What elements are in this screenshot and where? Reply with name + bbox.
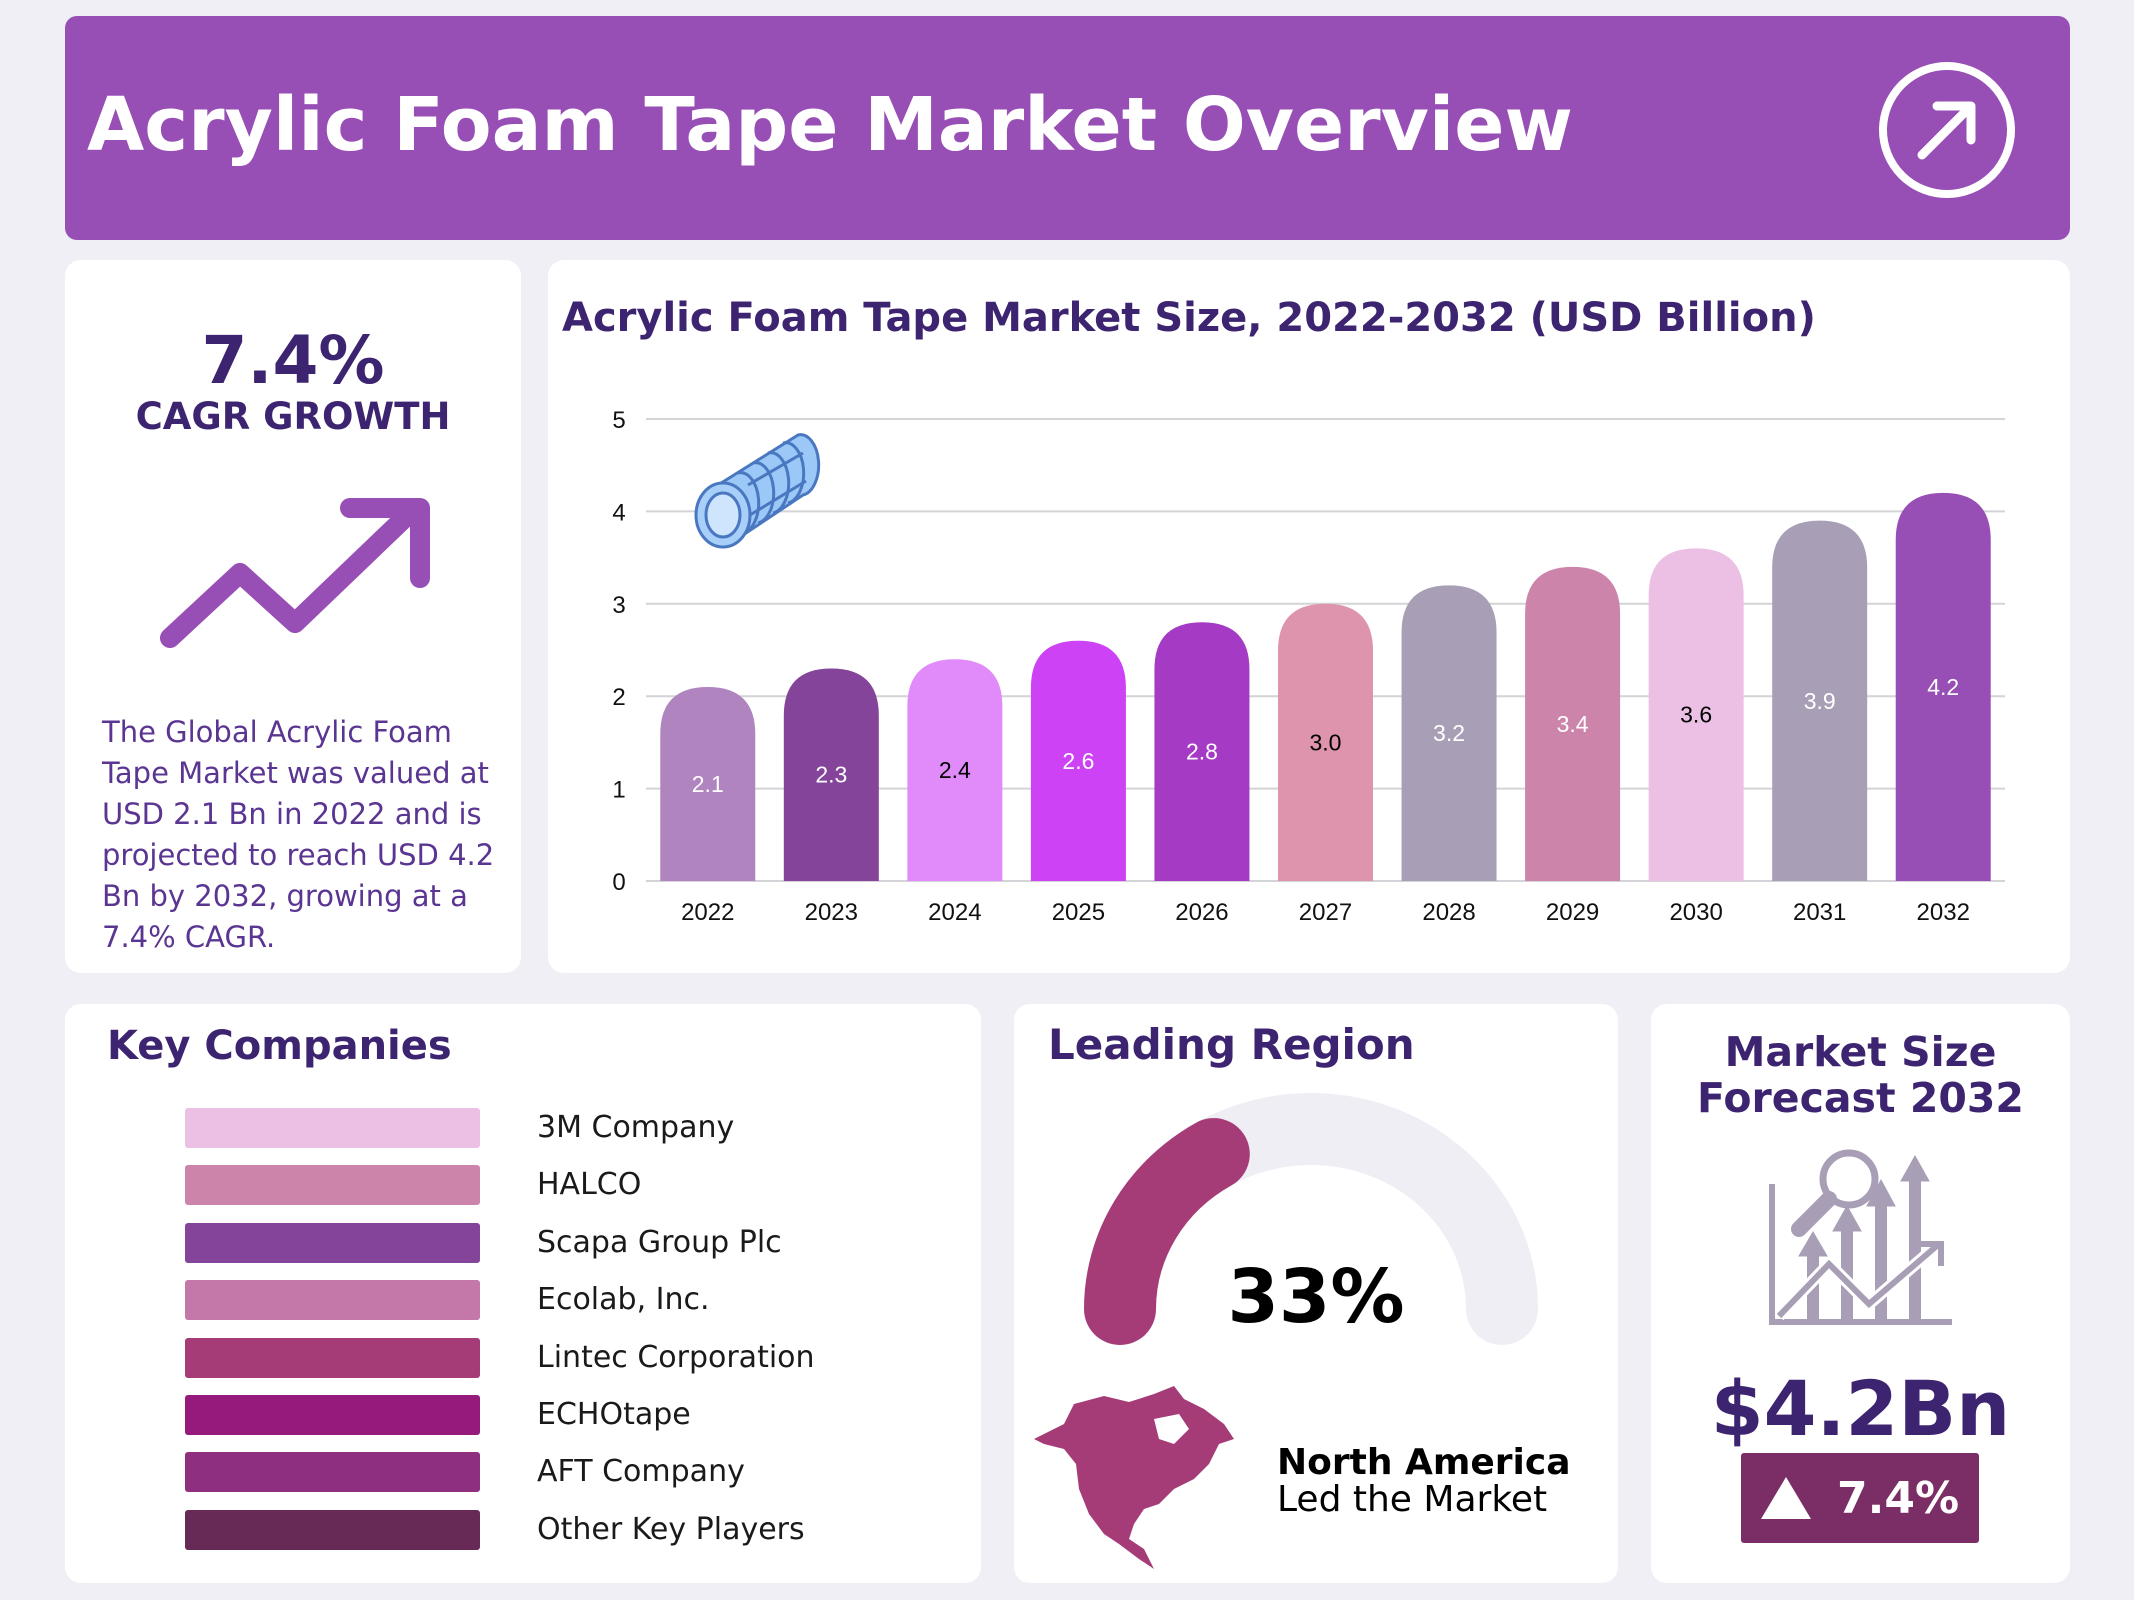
company-color-swatch — [185, 1280, 480, 1321]
growth-value: 7.4% — [1837, 1473, 1960, 1524]
region-gauge — [1084, 1093, 1538, 1345]
company-name: Ecolab, Inc. — [537, 1282, 710, 1318]
company-name: 3M Company — [537, 1110, 735, 1145]
bar-2025 — [1030, 640, 1126, 881]
bar-value-label: 2.6 — [1062, 748, 1094, 774]
companies-title: Key Companies — [107, 1023, 452, 1069]
bar-2027 — [1278, 603, 1373, 881]
forecast-title-line2: Forecast 2032 — [1697, 1074, 2024, 1122]
forecast-value: $4.2Bn — [1710, 1364, 2011, 1453]
bar-value-label: 4.2 — [1927, 674, 1959, 700]
bar-value-label: 2.3 — [815, 762, 847, 788]
bar-value-label: 3.6 — [1680, 702, 1712, 728]
gauge-fill — [1084, 1118, 1250, 1345]
trending-up-arrow-icon — [160, 498, 430, 648]
bar-value-label: 3.4 — [1557, 711, 1589, 737]
cagr-value: 7.4% — [201, 322, 385, 399]
company-color-swatch — [185, 1108, 480, 1148]
forecast-card: Market Size Forecast 2032 $4.2Bn 7.4% — [1651, 1004, 2070, 1583]
y-tick-label: 1 — [612, 777, 625, 804]
bar-value-label: 2.8 — [1186, 739, 1218, 765]
x-tick-label: 2030 — [1669, 899, 1722, 926]
bar-2029 — [1525, 566, 1621, 881]
bar-value-label: 2.4 — [939, 757, 971, 783]
region-name: North America — [1277, 1442, 1571, 1483]
bar-value-label: 3.2 — [1433, 720, 1465, 746]
company-name: Scapa Group Plc — [537, 1224, 782, 1260]
company-color-swatch — [185, 1395, 480, 1435]
bar-2032 — [1895, 492, 1991, 881]
growth-badge: 7.4% — [1741, 1453, 1979, 1543]
page-title: Acrylic Foam Tape Market Overview — [87, 82, 1573, 168]
company-name: Lintec Corporation — [537, 1339, 815, 1375]
x-tick-label: 2027 — [1299, 899, 1352, 926]
header-banner: Acrylic Foam Tape Market Overview — [65, 16, 2070, 240]
bar-2022 — [660, 686, 756, 881]
x-tick-label: 2022 — [681, 899, 734, 926]
y-tick-label: 0 — [612, 869, 625, 896]
y-tick-label: 2 — [612, 684, 625, 711]
triangle-up-icon — [1761, 1477, 1811, 1519]
company-color-swatch — [185, 1222, 480, 1263]
bar-value-label: 3.9 — [1804, 688, 1836, 714]
chart-card: Acrylic Foam Tape Market Size, 2022-2032… — [548, 260, 2070, 973]
company-name: ECHOtape — [537, 1397, 691, 1432]
company-color-swatch — [185, 1337, 480, 1378]
arrow-up-right-circle-icon[interactable] — [1877, 60, 2017, 200]
y-tick-label: 5 — [612, 407, 625, 434]
x-tick-label: 2023 — [805, 899, 858, 926]
region-title: Leading Region — [1048, 1020, 1415, 1069]
company-name: Other Key Players — [537, 1511, 805, 1547]
bar-chart: 0 1 2 3 4 5 2.1 2022 2.3 2023 2.4 2024 2.6 2025 2.8 202… — [612, 407, 2005, 926]
bar-2024 — [907, 659, 1003, 881]
bar-2023 — [783, 668, 879, 881]
bar-2028 — [1401, 585, 1497, 881]
forecast-title-line1: Market Size — [1724, 1028, 1997, 1076]
company-color-swatch — [185, 1509, 480, 1550]
chart-title: Acrylic Foam Tape Market Size, 2022-2032… — [562, 295, 1816, 341]
x-tick-label: 2024 — [928, 899, 981, 926]
cagr-card: 7.4% CAGR GROWTH The Global Acrylic Foam… — [65, 260, 521, 973]
company-name: AFT Company — [537, 1454, 745, 1490]
y-tick-label: 3 — [612, 592, 625, 619]
cagr-label: CAGR GROWTH — [135, 395, 451, 438]
growth-chart-magnifier-icon — [1769, 1149, 1952, 1325]
bar-2031 — [1772, 520, 1868, 881]
key-companies-card: Key Companies 3M Company HALCO Scapa Group… — [65, 1004, 981, 1583]
foam-tape-roll-icon — [694, 433, 821, 549]
leading-region-card: Leading Region 33% North America Led the… — [1014, 1004, 1618, 1583]
bar-value-label: 3.0 — [1310, 729, 1342, 755]
x-tick-label: 2029 — [1546, 899, 1599, 926]
y-tick-label: 4 — [612, 499, 625, 526]
company-name: HALCO — [537, 1167, 642, 1203]
bar-2026 — [1154, 622, 1250, 881]
region-percent: 33% — [1227, 1254, 1405, 1340]
x-tick-label: 2026 — [1175, 899, 1228, 926]
x-tick-label: 2032 — [1917, 899, 1970, 926]
company-color-swatch — [185, 1452, 480, 1493]
x-tick-label: 2031 — [1793, 899, 1846, 926]
company-color-swatch — [185, 1165, 480, 1206]
region-caption: Led the Market — [1277, 1479, 1548, 1520]
north-america-map-icon — [1034, 1386, 1234, 1569]
x-tick-label: 2025 — [1052, 899, 1105, 926]
bar-2030 — [1648, 548, 1744, 881]
x-tick-label: 2028 — [1422, 899, 1475, 926]
bar-value-label: 2.1 — [692, 771, 724, 797]
cagr-description: The Global Acrylic Foam Tape Market was … — [102, 715, 495, 954]
